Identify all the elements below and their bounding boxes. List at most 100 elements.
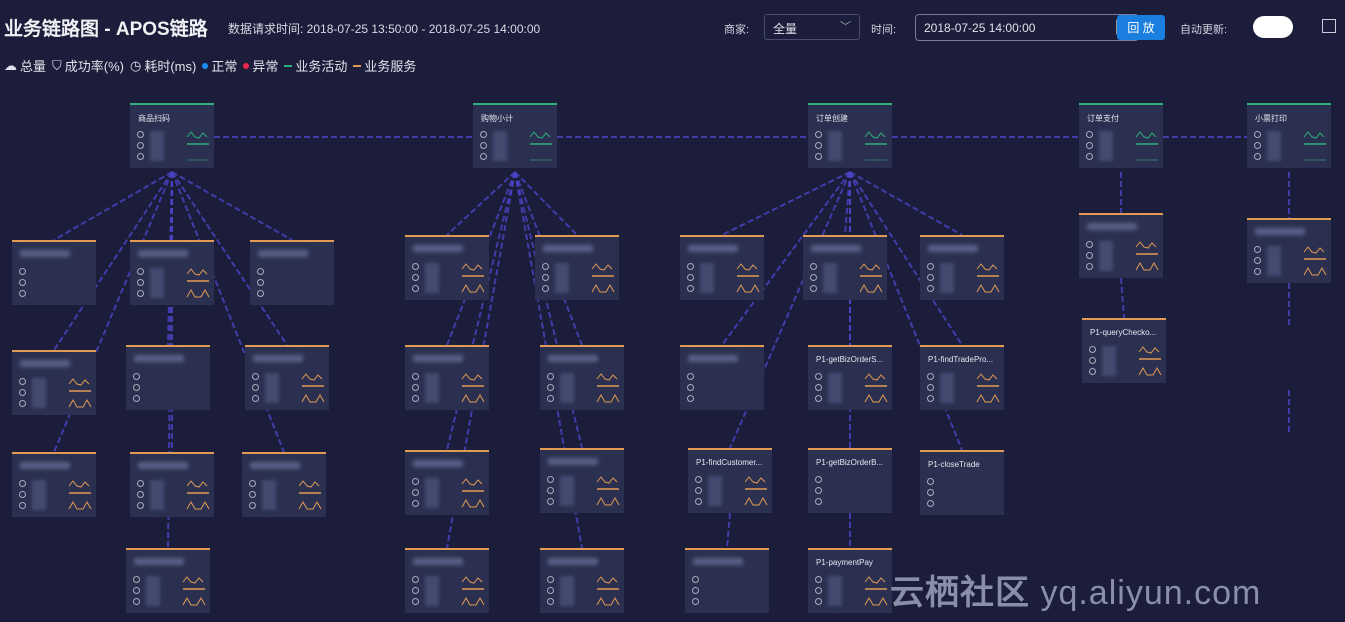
service-node[interactable] [535,235,619,300]
activity-node[interactable]: 小票打印 [1247,103,1331,168]
service-node[interactable] [250,240,334,305]
service-node[interactable]: P1-getBizOrderS... [808,345,892,410]
service-node[interactable] [12,240,96,305]
service-node[interactable] [405,235,489,300]
node-title-redacted [811,245,861,252]
clock-icon [542,285,549,292]
sparkline-chart [186,480,210,510]
service-node[interactable] [126,548,210,613]
service-node[interactable]: P1-findTradePro... [920,345,1004,410]
activity-node[interactable]: 订单支付 [1079,103,1163,168]
service-node[interactable] [685,548,769,613]
sparkline-chart [182,576,206,606]
clock-icon [133,598,140,605]
service-node[interactable]: P1-paymentPay [808,548,892,613]
service-node[interactable] [680,345,764,410]
service-node[interactable] [803,235,887,300]
shield-icon [927,274,934,281]
shield-icon [815,142,822,149]
shield-icon [137,142,144,149]
service-node[interactable] [405,345,489,410]
metric-values-redacted [150,131,164,161]
auto-update-toggle[interactable] [1253,16,1293,38]
gauge-icon [133,373,140,380]
node-title-redacted [688,245,738,252]
service-link [729,171,851,449]
legend-latency: ◷ 耗时(ms) [130,57,197,75]
service-node[interactable]: P1-getBizOrderB... [808,448,892,513]
service-node[interactable] [405,450,489,515]
metric-values-redacted [425,263,439,293]
gauge-icon [692,576,699,583]
service-node[interactable] [242,452,326,517]
sparkline-chart [68,480,92,510]
activity-node[interactable]: 商品扫码 [130,103,214,168]
clock-icon [547,598,554,605]
gauge-icon [412,373,419,380]
clock-icon [695,498,702,505]
clock-icon [927,285,934,292]
merchant-select[interactable]: 全量 ﹀ [764,14,860,40]
node-title-redacted [134,355,184,362]
node-title-redacted [548,355,598,362]
service-node[interactable] [540,448,624,513]
gauge-icon [1086,241,1093,248]
node-title: 购物小计 [481,114,513,123]
service-node[interactable] [12,452,96,517]
clock-icon [412,285,419,292]
service-node[interactable] [680,235,764,300]
service-node[interactable] [540,345,624,410]
replay-button[interactable]: 回 放 [1117,15,1165,40]
activity-node[interactable]: 订单创建 [808,103,892,168]
gauge-icon [927,478,934,485]
node-title-redacted [693,558,743,565]
service-node[interactable] [245,345,329,410]
service-link [171,171,288,346]
service-node[interactable] [12,350,96,415]
sparkline-chart [529,131,552,161]
metric-values-redacted [425,576,439,606]
service-node[interactable]: P1-queryChecko... [1082,318,1166,383]
clock-icon [1086,263,1093,270]
fullscreen-icon[interactable] [1322,19,1336,33]
metric-values-redacted [1102,346,1116,376]
shield-icon [249,491,256,498]
gauge-icon [133,576,140,583]
metric-values-redacted [32,480,46,510]
clock-icon [19,502,26,509]
auto-update-label: 自动更新: [1180,24,1228,36]
service-node[interactable] [540,548,624,613]
shield-icon [412,489,419,496]
service-node[interactable] [130,452,214,517]
gauge-icon: ☁ [4,57,17,73]
sparkline-chart [864,131,887,161]
metric-values-redacted [262,480,276,510]
service-node[interactable] [1247,218,1331,283]
service-node[interactable] [920,235,1004,300]
service-node[interactable] [405,548,489,613]
service-link [1120,277,1125,319]
service-link [171,171,285,453]
service-node[interactable] [1079,213,1163,278]
node-title-redacted [688,355,738,362]
gauge-icon [687,373,694,380]
clock-icon [687,395,694,402]
metric-values-redacted [560,476,574,506]
shield-icon [19,279,26,286]
service-node[interactable]: P1-closeTrade [920,450,1004,515]
sparkline-chart [1303,246,1327,276]
clock-icon [252,395,259,402]
service-node[interactable] [130,240,214,305]
service-node[interactable]: P1-findCustomer... [688,448,772,513]
metric-values-redacted [493,131,507,161]
gauge-icon [1254,246,1261,253]
gauge-icon [480,131,487,138]
shield-icon [547,384,554,391]
normal-dot-icon [202,62,209,69]
legend-abnormal: 异常 [243,56,278,75]
service-node[interactable] [126,345,210,410]
shield-icon [1089,357,1096,364]
merchant-value: 全量 [773,22,798,36]
gauge-icon [252,373,259,380]
activity-node[interactable]: 购物小计 [473,103,557,168]
